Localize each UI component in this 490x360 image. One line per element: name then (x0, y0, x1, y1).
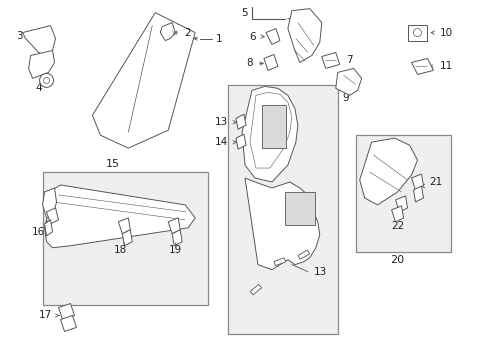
Circle shape (40, 73, 53, 87)
Polygon shape (122, 230, 132, 246)
Text: 2: 2 (184, 28, 191, 37)
Text: 20: 20 (391, 255, 405, 265)
Polygon shape (160, 23, 175, 41)
Polygon shape (168, 218, 180, 234)
Polygon shape (360, 138, 417, 205)
Polygon shape (245, 178, 320, 270)
Polygon shape (61, 315, 76, 332)
Polygon shape (266, 28, 280, 45)
Polygon shape (93, 13, 195, 148)
Text: 21: 21 (429, 177, 443, 187)
Text: 22: 22 (391, 221, 404, 231)
Text: 10: 10 (440, 28, 453, 37)
Polygon shape (119, 218, 130, 234)
Text: 19: 19 (169, 245, 182, 255)
Text: 18: 18 (114, 245, 127, 255)
Polygon shape (47, 208, 58, 224)
Text: 17: 17 (39, 310, 52, 320)
Polygon shape (250, 284, 262, 295)
Bar (408, 24, 427, 41)
Polygon shape (392, 206, 404, 222)
Bar (43, 172, 208, 305)
Text: 8: 8 (246, 58, 253, 68)
Text: 1: 1 (216, 33, 223, 44)
Text: 7: 7 (346, 55, 352, 66)
Polygon shape (43, 188, 56, 218)
Text: 5: 5 (242, 8, 248, 18)
Polygon shape (322, 53, 340, 68)
Polygon shape (45, 220, 52, 236)
Text: 9: 9 (343, 93, 349, 103)
Polygon shape (395, 196, 408, 212)
Text: 13: 13 (314, 267, 327, 276)
Polygon shape (236, 114, 246, 129)
Polygon shape (285, 192, 315, 225)
Polygon shape (242, 86, 298, 182)
Circle shape (414, 28, 421, 37)
Polygon shape (236, 134, 246, 149)
Polygon shape (264, 54, 278, 71)
Bar (356, 135, 451, 252)
Text: 6: 6 (249, 32, 256, 41)
Polygon shape (28, 50, 54, 78)
Polygon shape (412, 174, 423, 190)
Polygon shape (23, 26, 55, 55)
Polygon shape (274, 258, 286, 266)
Polygon shape (172, 230, 182, 246)
Text: 4: 4 (35, 84, 42, 93)
Text: 13: 13 (215, 117, 228, 127)
Polygon shape (298, 250, 310, 259)
Polygon shape (288, 9, 322, 62)
Text: 3: 3 (16, 31, 23, 41)
Text: 14: 14 (215, 137, 228, 147)
Polygon shape (412, 58, 434, 75)
Polygon shape (262, 105, 286, 148)
Polygon shape (414, 186, 423, 202)
Text: 11: 11 (440, 62, 453, 71)
Circle shape (44, 77, 49, 84)
Polygon shape (336, 68, 362, 95)
Text: 15: 15 (105, 159, 120, 169)
Text: 16: 16 (31, 227, 45, 237)
Bar (228, 85, 338, 334)
Polygon shape (45, 185, 195, 248)
Polygon shape (58, 303, 74, 319)
